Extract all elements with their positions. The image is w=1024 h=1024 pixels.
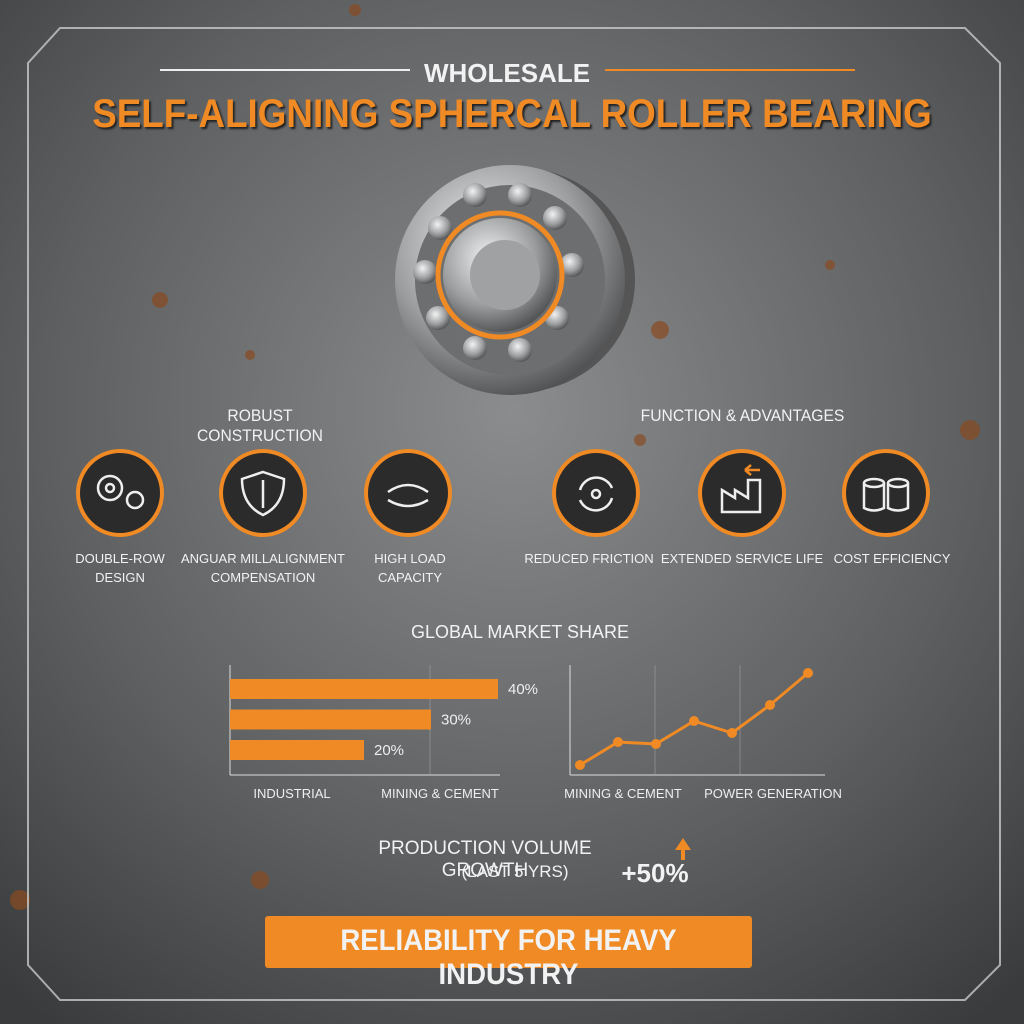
charts: 40% 30% 20% INDUSTRIAL MINING & CEMENT MINING… [229,665,842,801]
point [613,737,623,747]
feature-label: REDUCED FRICTION [524,551,654,566]
value-label: 40% [508,681,538,698]
feature-label: HIGH LOAD CAPACITY [374,551,446,585]
growth-period: (LAST 5 YRS) [461,862,569,881]
feature-label: ANGUAR MILLALIGNMENT COMPENSATION [181,551,345,585]
feature-heading: FUNCTION & ADVANTAGES [640,406,845,425]
value-label: 20% [374,742,404,759]
point [575,760,585,770]
kicker: WHOLESALE [423,58,591,88]
growth-value: +50% [621,858,689,888]
point [727,728,737,738]
feature-heading: ROBUST CONSTRUCTION [196,406,323,445]
title: SELF-ALIGNING SPHERCAL ROLLER BEARING [92,92,932,136]
section-title: GLOBAL MARKET SHARE [410,622,630,642]
bar [230,679,498,699]
bar [230,709,431,730]
footer-banner: RELIABILITY FOR HEAVY INDUSTRY [340,924,677,991]
growth-label: PRODUCTION VOLUME GROWTH [378,838,592,881]
axis-label: MINING & CEMENT [564,786,682,801]
feature-label: EXTENDED SERVICE LIFE [660,551,824,566]
bar [230,740,364,760]
value-label: 30% [441,712,471,729]
point [765,700,775,710]
axis-label: MINING & CEMENT [381,786,499,801]
bearing-image [395,165,635,395]
axis-label: POWER GENERATION [704,786,842,801]
feature-label: COST EFFICIENCY [833,551,951,566]
axis-label: INDUSTRIAL [253,786,330,801]
point [803,668,813,678]
point [689,716,699,726]
feature-label: DOUBLE-ROW DESIGN [75,551,165,585]
point [651,739,661,749]
